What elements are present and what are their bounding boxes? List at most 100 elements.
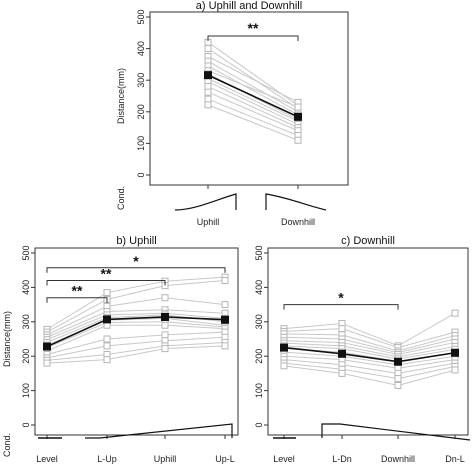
condition-profile-level-to-down: [321, 423, 471, 441]
subject-point: [103, 356, 111, 364]
subject-line: [283, 355, 456, 369]
y-tick-label: 300: [21, 314, 31, 329]
subject-point: [43, 359, 51, 367]
subject-point: [161, 345, 169, 353]
mean-line: [283, 346, 456, 363]
subject-point: [451, 309, 459, 317]
subject-point: [161, 294, 169, 302]
x-category-label: Level: [36, 454, 58, 464]
subject-line: [46, 321, 226, 349]
significance-bracket: [46, 267, 226, 273]
subject-point: [221, 301, 229, 309]
x-category-label: Downhill: [381, 454, 415, 464]
subject-point: [204, 83, 212, 91]
subject-line: [283, 340, 456, 355]
y-tick-label: 100: [21, 383, 31, 398]
subject-line: [283, 362, 456, 380]
subject-line: [283, 328, 456, 349]
mean-line: [207, 74, 299, 118]
condition-label-1: Cond.: [2, 433, 12, 457]
x-category-label: Dn-L: [445, 454, 465, 464]
condition-profile-uphill: [174, 193, 237, 211]
y-tick-label: 400: [254, 280, 264, 295]
y-tick-label: 500: [254, 245, 264, 260]
subject-line: [283, 336, 456, 354]
mean-point: [294, 112, 302, 121]
mean-point: [103, 315, 111, 324]
y-tick-label: 500: [136, 9, 146, 24]
subject-line: [46, 309, 226, 338]
subject-point: [338, 325, 346, 333]
mean-line: [46, 316, 226, 348]
y-tick-label: 400: [136, 41, 146, 56]
significance-bracket: [46, 297, 108, 303]
subject-point: [221, 342, 229, 350]
y-tick-label: 300: [136, 73, 146, 88]
chart-title-2: c) Downhill: [341, 235, 395, 247]
chart-title-0: a) Uphill and Downhill: [196, 0, 302, 12]
significance-label: **: [72, 283, 83, 299]
significance-bracket: [46, 280, 166, 286]
subject-point: [204, 88, 212, 96]
mean-point: [280, 343, 288, 352]
significance-label: **: [248, 20, 259, 36]
subject-line: [207, 56, 299, 103]
subject-line: [207, 104, 299, 141]
mean-point: [43, 342, 51, 351]
subject-line: [207, 98, 299, 136]
mean-point: [161, 312, 169, 321]
x-category-label: Up-L: [215, 454, 235, 464]
significance-label: *: [338, 290, 344, 306]
subject-line: [46, 324, 226, 352]
subject-line: [207, 60, 299, 113]
y-axis-label-0: Distance(mm): [116, 68, 126, 124]
mean-point: [221, 315, 229, 324]
subject-line: [283, 342, 456, 358]
subject-line: [207, 81, 299, 125]
subject-line: [283, 365, 456, 386]
y-tick-label: 300: [254, 314, 264, 329]
subject-line: [46, 341, 226, 361]
subject-line: [46, 345, 226, 364]
subject-point: [294, 136, 302, 144]
subject-line: [46, 312, 226, 341]
y-tick-label: 400: [21, 280, 31, 295]
mean-point: [451, 348, 459, 357]
subject-point: [451, 366, 459, 374]
subject-line: [46, 280, 226, 333]
y-tick-label: 100: [254, 383, 264, 398]
y-axis-label-1: Distance(mm): [2, 311, 12, 367]
subject-point: [161, 331, 169, 339]
subject-line: [207, 86, 299, 129]
subject-line: [283, 345, 456, 360]
subject-point: [204, 101, 212, 109]
mean-point: [338, 349, 346, 358]
subject-point: [280, 362, 288, 370]
x-category-label: L-Dn: [332, 454, 352, 464]
subject-point: [103, 289, 111, 297]
significance-bracket: [207, 35, 299, 41]
subject-line: [283, 359, 456, 374]
x-category-label: Uphill: [197, 217, 220, 227]
subject-line: [283, 333, 456, 352]
plot-frame-0: [149, 11, 349, 186]
x-category-label: Uphill: [154, 454, 177, 464]
y-tick-label: 0: [21, 422, 31, 427]
mean-point: [204, 71, 212, 80]
subject-point: [204, 45, 212, 53]
y-tick-label: 200: [136, 104, 146, 119]
chart-title-1: b) Uphill: [116, 235, 156, 247]
subject-point: [394, 375, 402, 383]
subject-point: [221, 277, 229, 285]
condition-profile-downhill: [265, 193, 327, 211]
subject-line: [46, 276, 226, 330]
subject-point: [204, 95, 212, 103]
y-tick-label: 0: [254, 422, 264, 427]
subject-line: [283, 351, 456, 366]
plot-frame-1: [34, 247, 239, 436]
significance-label: *: [133, 253, 139, 269]
subject-point: [338, 369, 346, 377]
subject-line: [207, 91, 299, 132]
subject-line: [207, 70, 299, 108]
